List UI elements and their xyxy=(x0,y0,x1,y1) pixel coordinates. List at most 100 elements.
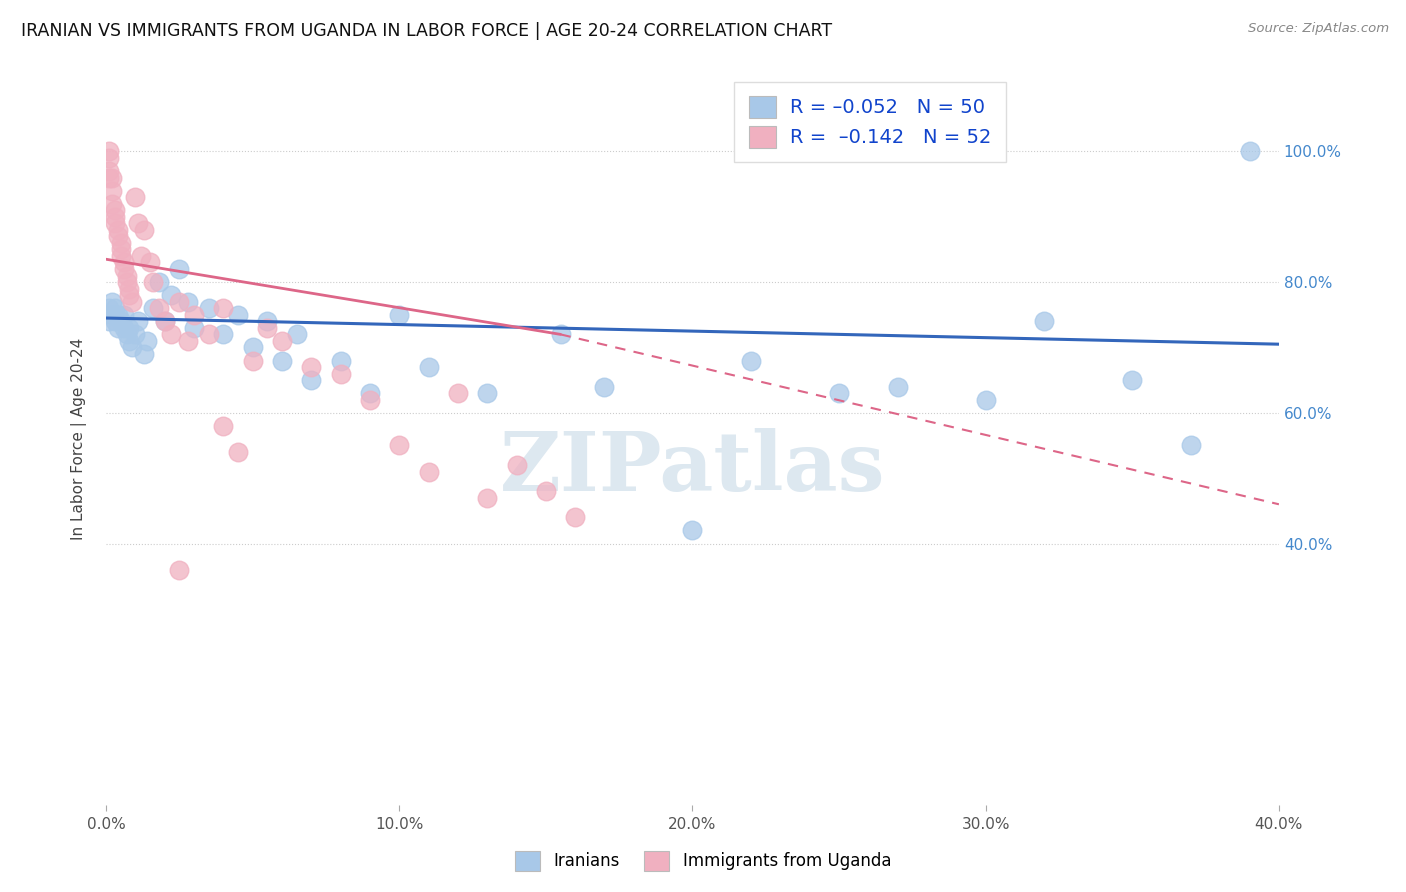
Point xyxy=(101,196,124,211)
Point xyxy=(104,210,127,224)
Point xyxy=(112,262,135,277)
Text: IRANIAN VS IMMIGRANTS FROM UGANDA IN LABOR FORCE | AGE 20-24 CORRELATION CHART: IRANIAN VS IMMIGRANTS FROM UGANDA IN LAB… xyxy=(21,22,832,40)
Point xyxy=(169,563,191,577)
Point xyxy=(593,379,616,393)
Point xyxy=(104,216,127,230)
Point xyxy=(104,203,127,218)
Point xyxy=(197,301,219,316)
Point xyxy=(226,445,249,459)
Point xyxy=(110,314,132,328)
Point xyxy=(169,294,191,309)
Point xyxy=(112,308,135,322)
Point xyxy=(505,458,527,472)
Point xyxy=(169,262,191,277)
Point xyxy=(97,164,120,178)
Point xyxy=(418,359,440,374)
Point xyxy=(101,308,124,322)
Point xyxy=(285,327,308,342)
Point xyxy=(97,314,120,328)
Point xyxy=(564,510,586,524)
Point xyxy=(197,327,219,342)
Point xyxy=(329,353,352,368)
Point xyxy=(682,524,704,538)
Point xyxy=(299,359,322,374)
Point xyxy=(148,275,170,289)
Point xyxy=(127,314,149,328)
Point xyxy=(153,314,176,328)
Point xyxy=(740,353,762,368)
Point xyxy=(1033,314,1056,328)
Text: ZIPatlas: ZIPatlas xyxy=(499,428,886,508)
Point xyxy=(183,321,205,335)
Point xyxy=(115,275,138,289)
Point xyxy=(212,301,235,316)
Point xyxy=(118,288,141,302)
Point xyxy=(115,268,138,283)
Point xyxy=(132,347,155,361)
Point xyxy=(142,301,165,316)
Point xyxy=(112,255,135,269)
Point xyxy=(121,294,143,309)
Point xyxy=(550,327,572,342)
Point xyxy=(1180,438,1202,452)
Point xyxy=(388,438,411,452)
Point xyxy=(388,308,411,322)
Point xyxy=(110,243,132,257)
Point xyxy=(226,308,249,322)
Point xyxy=(359,386,381,401)
Point xyxy=(97,301,120,316)
Text: Source: ZipAtlas.com: Source: ZipAtlas.com xyxy=(1249,22,1389,36)
Point xyxy=(974,392,997,407)
Point xyxy=(107,223,129,237)
Point xyxy=(136,334,159,348)
Point xyxy=(477,386,499,401)
Point xyxy=(828,386,851,401)
Point xyxy=(299,373,322,387)
Point xyxy=(107,308,129,322)
Point xyxy=(118,321,141,335)
Point xyxy=(124,190,146,204)
Point xyxy=(101,184,124,198)
Point xyxy=(104,301,127,316)
Point xyxy=(256,321,278,335)
Y-axis label: In Labor Force | Age 20-24: In Labor Force | Age 20-24 xyxy=(72,338,87,540)
Point xyxy=(129,249,152,263)
Point xyxy=(139,255,162,269)
Point xyxy=(127,216,149,230)
Point xyxy=(153,314,176,328)
Legend: Iranians, Immigrants from Uganda: Iranians, Immigrants from Uganda xyxy=(506,842,900,880)
Point xyxy=(110,249,132,263)
Point xyxy=(886,379,908,393)
Point xyxy=(477,491,499,505)
Point xyxy=(418,465,440,479)
Point xyxy=(148,301,170,316)
Point xyxy=(534,484,557,499)
Point xyxy=(1239,145,1261,159)
Point xyxy=(183,308,205,322)
Point xyxy=(97,151,120,165)
Point xyxy=(142,275,165,289)
Point xyxy=(242,353,264,368)
Point xyxy=(104,314,127,328)
Point xyxy=(159,288,181,302)
Point xyxy=(159,327,181,342)
Point xyxy=(124,327,146,342)
Point xyxy=(177,294,200,309)
Point xyxy=(359,392,381,407)
Point xyxy=(107,321,129,335)
Point xyxy=(118,282,141,296)
Point xyxy=(110,235,132,250)
Point xyxy=(212,418,235,433)
Point xyxy=(107,229,129,244)
Point xyxy=(132,223,155,237)
Point xyxy=(115,327,138,342)
Point xyxy=(97,145,120,159)
Point xyxy=(101,294,124,309)
Point xyxy=(101,170,124,185)
Point xyxy=(118,334,141,348)
Point xyxy=(1121,373,1143,387)
Point xyxy=(256,314,278,328)
Point xyxy=(121,341,143,355)
Point xyxy=(212,327,235,342)
Point xyxy=(112,321,135,335)
